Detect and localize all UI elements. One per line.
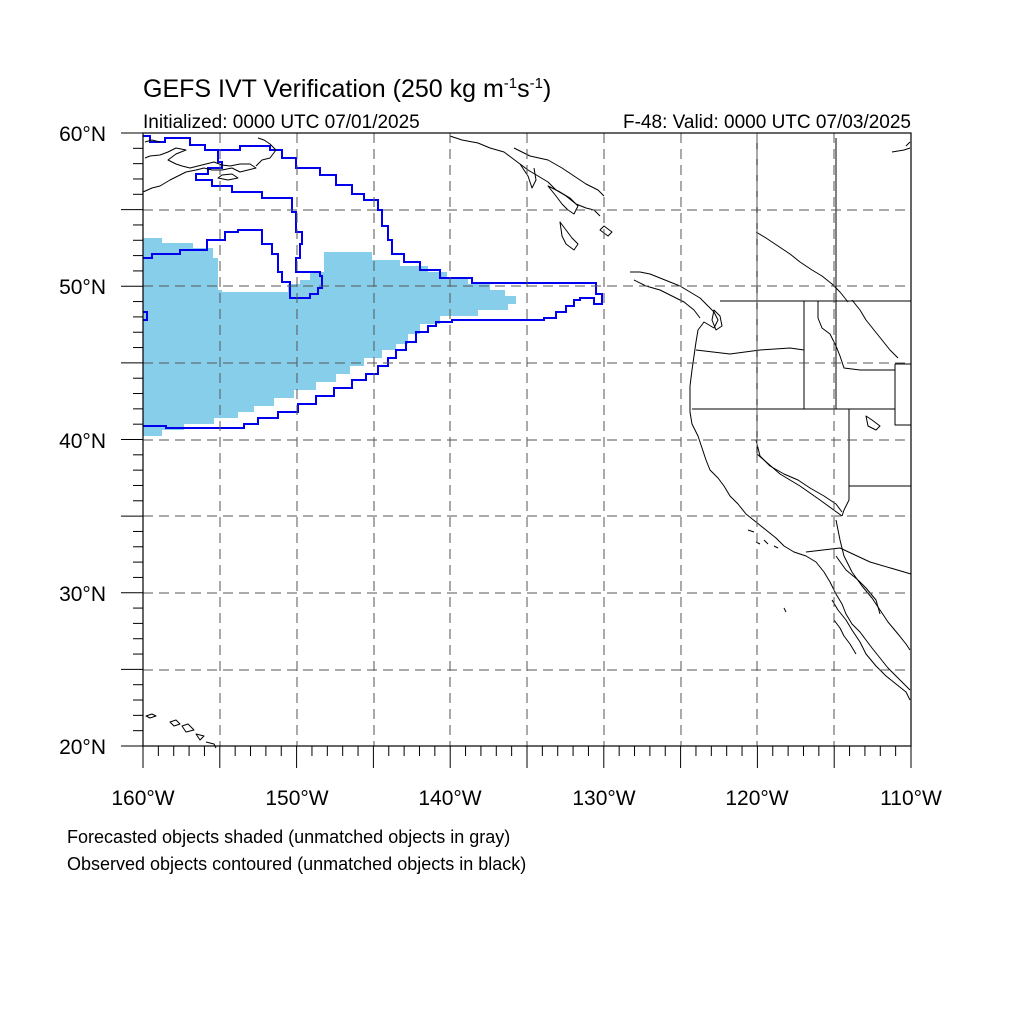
legend-forecast-text: Forecasted objects shaded (unmatched obj… bbox=[67, 827, 510, 847]
axis-ticks bbox=[121, 132, 912, 768]
political-borders bbox=[692, 138, 912, 575]
lat-label-60: 60°N bbox=[59, 123, 106, 146]
initialized-label: Initialized: 0000 UTC 07/01/2025 bbox=[143, 112, 420, 133]
lat-label-20: 20°N bbox=[59, 736, 106, 759]
figure-title: GEFS IVT Verification (250 kg m-1s-1) bbox=[143, 75, 551, 103]
observed-object-contour bbox=[143, 135, 603, 429]
lon-label-160w: 160°W bbox=[111, 787, 174, 810]
lon-label-120w: 120°W bbox=[725, 787, 788, 810]
lat-labels: 20°N 30°N 40°N 50°N 60°N bbox=[59, 123, 106, 759]
lat-label-40: 40°N bbox=[59, 430, 106, 453]
observed-object-edge bbox=[143, 311, 148, 321]
lon-label-130w: 130°W bbox=[572, 787, 635, 810]
forecast-object-shaded bbox=[143, 238, 516, 436]
observed-object-inner-contour bbox=[143, 150, 323, 299]
lat-label-30: 30°N bbox=[59, 583, 106, 606]
valid-label: F-48: Valid: 0000 UTC 07/03/2025 bbox=[623, 112, 911, 133]
lon-label-110w: 110°W bbox=[880, 787, 942, 810]
lon-label-140w: 140°W bbox=[418, 787, 481, 810]
lat-label-50: 50°N bbox=[59, 276, 106, 299]
map-gridlines bbox=[143, 133, 911, 746]
lon-label-150w: 150°W bbox=[265, 787, 328, 810]
lon-labels: 160°W 150°W 140°W 130°W 120°W 110°W bbox=[111, 787, 942, 810]
legend-observed-text: Observed objects contoured (unmatched ob… bbox=[67, 854, 526, 874]
